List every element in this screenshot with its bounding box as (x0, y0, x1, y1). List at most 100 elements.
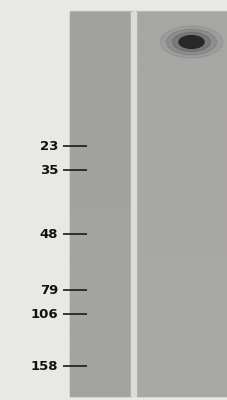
Text: 35: 35 (39, 164, 58, 176)
Bar (69, 246, 133, 252)
Bar (69, 318, 133, 324)
Bar (69, 390, 133, 396)
Bar (136, 11, 227, 17)
Bar (69, 242, 133, 247)
Bar (136, 174, 227, 180)
Text: 106: 106 (30, 308, 58, 320)
Bar (136, 304, 227, 310)
Bar (69, 189, 133, 194)
Ellipse shape (159, 26, 222, 58)
Bar (69, 179, 133, 185)
Bar (136, 280, 227, 286)
Bar (69, 83, 133, 89)
Bar (136, 390, 227, 396)
Text: 79: 79 (40, 284, 58, 296)
Bar (69, 184, 133, 190)
Bar (69, 290, 133, 295)
Bar (136, 40, 227, 46)
Bar (69, 251, 133, 257)
Bar (69, 208, 133, 214)
Bar (136, 12, 227, 396)
Bar (136, 141, 227, 146)
Bar (136, 170, 227, 175)
Bar (136, 112, 227, 118)
Bar (136, 318, 227, 324)
Bar (69, 117, 133, 122)
Bar (136, 376, 227, 382)
Bar (136, 98, 227, 103)
Bar (69, 54, 133, 60)
Bar (136, 237, 227, 242)
Bar (69, 122, 133, 127)
Bar (69, 136, 133, 142)
Bar (136, 93, 227, 98)
Bar (69, 88, 133, 94)
Bar (69, 26, 133, 31)
Bar (69, 12, 133, 396)
Bar (136, 285, 227, 290)
Bar (0, 0, 69, 400)
Bar (136, 371, 227, 377)
Bar (69, 261, 133, 266)
Bar (136, 64, 227, 70)
Bar (136, 275, 227, 281)
Bar (69, 376, 133, 382)
Bar (69, 227, 133, 233)
Bar (69, 270, 133, 276)
Bar (136, 222, 227, 228)
Bar (69, 21, 133, 26)
Bar (136, 184, 227, 190)
Bar (136, 136, 227, 142)
Bar (136, 179, 227, 185)
Ellipse shape (166, 29, 216, 55)
Bar (136, 78, 227, 84)
Bar (69, 50, 133, 55)
Bar (136, 242, 227, 247)
Bar (136, 342, 227, 348)
Bar (69, 203, 133, 209)
Bar (69, 170, 133, 175)
Bar (69, 102, 133, 108)
Bar (136, 352, 227, 358)
Bar (136, 69, 227, 74)
Bar (69, 74, 133, 79)
Bar (136, 21, 227, 26)
Bar (69, 69, 133, 74)
Bar (69, 35, 133, 41)
Bar (69, 141, 133, 146)
Bar (69, 126, 133, 132)
Bar (69, 232, 133, 238)
Bar (69, 222, 133, 228)
Bar (69, 112, 133, 118)
Bar (130, 12, 136, 396)
Bar (136, 74, 227, 79)
Bar (69, 371, 133, 377)
Bar (69, 198, 133, 204)
Text: 48: 48 (39, 228, 58, 240)
Bar (136, 117, 227, 122)
Bar (136, 227, 227, 233)
Bar (69, 323, 133, 329)
Bar (136, 54, 227, 60)
Bar (136, 362, 227, 367)
Bar (69, 342, 133, 348)
Bar (69, 160, 133, 166)
Bar (136, 386, 227, 391)
Bar (69, 366, 133, 372)
Bar (136, 256, 227, 262)
Bar (136, 347, 227, 353)
Bar (136, 160, 227, 166)
Bar (136, 299, 227, 305)
Bar (136, 107, 227, 113)
Bar (136, 26, 227, 31)
Bar (136, 294, 227, 300)
Bar (136, 155, 227, 161)
Bar (136, 102, 227, 108)
Bar (136, 290, 227, 295)
Bar (136, 208, 227, 214)
Bar (136, 122, 227, 127)
Bar (136, 165, 227, 170)
Bar (69, 266, 133, 271)
Bar (136, 35, 227, 41)
Bar (69, 237, 133, 242)
